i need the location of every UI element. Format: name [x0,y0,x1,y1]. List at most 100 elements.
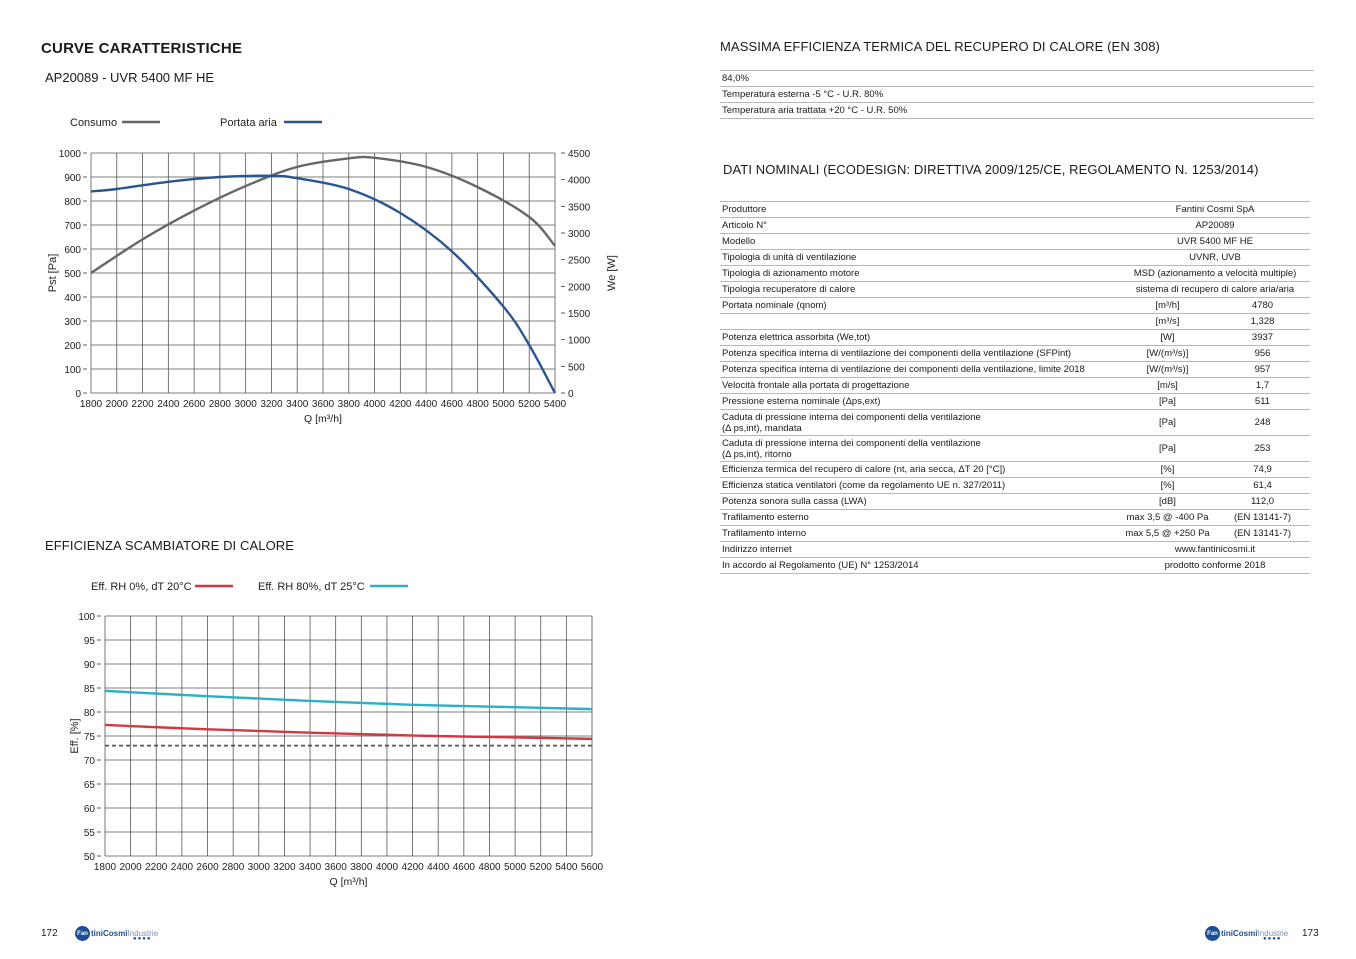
y-tick-label: 90 [84,660,96,671]
table-row: Articolo N° AP20089 [720,217,1310,234]
row-label: Modello [720,233,1120,250]
x-tick-label: 5400 [555,862,578,873]
brand-logo-left: Fan tiniCosmi Industrie ●●●● [75,926,159,942]
table-row: Potenza sonora sulla cassa (LWA) [dB] 112,… [720,493,1310,510]
y-tick-label: 500 [64,269,81,280]
table-cell: Temperatura esterna -5 °C - U.R. 80% [720,86,1314,103]
efficiency-chart: 1800 2000 2200 2400 2600 2800 3000 3200 3400 3600… [69,581,604,888]
logo-text: tiniCosmi [1221,929,1258,938]
y2-tick-label: 2000 [568,282,591,293]
row-unit: [%] [1120,477,1215,494]
table-row: Trafilamento esterno max 3,5 @ -400 Pa (EN… [720,509,1310,526]
table-row: Tipologia di unità di ventilazione UVNR, … [720,249,1310,266]
row-value: 1,7 [1215,377,1310,394]
y-tick-label: 900 [64,173,81,184]
table-row: Produttore Fantini Cosmi SpA [720,201,1310,218]
x-tick-label: 2600 [196,862,219,873]
logo-fan-icon: Fan [1205,926,1220,941]
x-tick-label: 5000 [492,399,515,410]
row-label: Produttore [720,201,1120,218]
x-tick-label: 4400 [415,399,438,410]
row-value: 3937 [1215,329,1310,346]
y2-axis-label: We [W] [606,255,618,291]
row-label: Efficienza statica ventilatori (come da … [720,477,1120,494]
row-label-line: Caduta di pressione interna dei componen… [722,411,981,423]
section-title-efficiency: MASSIMA EFFICIENZA TERMICA DEL RECUPERO … [720,39,1160,54]
y-tick-label: 100 [64,365,81,376]
y-tick-label: 65 [84,780,96,791]
row-label: Tipologia di azionamento motore [720,265,1120,282]
y-tick-label: 50 [84,852,96,863]
row-unit: [Pa] [1120,409,1215,436]
logo-dots: ●●●● [1263,936,1282,942]
x-tick-label: 4800 [467,399,490,410]
legend-label: Eff. RH 0%, dT 20°C [91,581,192,593]
logo-text: tiniCosmi [91,929,128,938]
x-tick-label: 2200 [145,862,168,873]
y-tick-label: 95 [84,636,96,647]
x-tick-label: 3200 [260,399,283,410]
y2-tick-label: 0 [568,389,574,400]
x-tick-label: 1800 [80,399,103,410]
table-row: Pressione esterna nominale (Δps,ext) [Pa]… [720,393,1310,410]
row-unit: [m³/h] [1120,297,1215,314]
row-label: Potenza specifica interna di ventilazion… [720,361,1120,378]
legend-label: Consumo [70,117,117,129]
row-value: UVR 5400 MF HE [1120,233,1310,250]
row-unit: [Pa] [1120,393,1215,410]
row-label: Tipologia di unità di ventilazione [720,249,1120,266]
row-value: 74,9 [1215,461,1310,478]
logo-text-industrie: Industrie [127,929,159,938]
y2-tick-label: 1500 [568,309,591,320]
y2-tick-label: 500 [568,362,585,373]
row-value: sistema di recupero di calore aria/aria [1120,281,1310,298]
row-label: Velocità frontale alla portata di proget… [720,377,1120,394]
y-tick-label: 1000 [59,149,82,160]
x-tick-label: 4600 [453,862,476,873]
y-tick-label: 55 [84,828,96,839]
table-row: Potenza elettrica assorbita (We,tot) [W] 3… [720,329,1310,346]
row-value: Fantini Cosmi SpA [1120,201,1310,218]
table-row: Trafilamento interno max 5,5 @ +250 Pa (EN… [720,525,1310,542]
y-axis-label: Eff. [%] [69,718,81,753]
table-row: Potenza specifica interna di ventilazion… [720,361,1310,378]
row-unit: [Pa] [1120,435,1215,462]
x-tick-label: 3000 [235,399,258,410]
row-unit: [dB] [1120,493,1215,510]
table-row: Tipologia recuperatore di calore sistema … [720,281,1310,298]
x-tick-label: 4200 [389,399,412,410]
row-unit: max 5,5 @ +250 Pa [1120,525,1215,542]
y-tick-label: 300 [64,317,81,328]
y2-tick-label: 4000 [568,176,591,187]
x-tick-label: 3600 [325,862,348,873]
x-tick-label: 4800 [478,862,501,873]
row-value: 957 [1215,361,1310,378]
y-tick-label: 400 [64,293,81,304]
row-label-line: (Δ ps,int), mandata [722,422,802,434]
row-value: 1,328 [1215,313,1310,330]
table-row: Velocità frontale alla portata di proget… [720,377,1310,394]
table-cell: Temperatura aria trattata +20 °C - U.R. … [720,102,1314,119]
page-title: CURVE CARATTERISTICHE [41,40,243,57]
table-cell: 84,0% [720,70,1314,87]
row-label: Efficienza termica del recupero di calor… [720,461,1120,478]
row-unit: [W] [1120,329,1215,346]
row-label: Portata nominale (qnom) [720,297,1120,314]
row-label: Trafilamento esterno [720,509,1120,526]
page-number-left: 172 [41,928,58,939]
x-axis-label: Q [m³/h] [330,876,368,888]
y-tick-label: 80 [84,708,96,719]
row-value: MSD (azionamento a velocità multiple) [1120,265,1310,282]
section-title-nominal-data: DATI NOMINALI (ECODESIGN: DIRETTIVA 2009… [723,162,1259,177]
row-unit: [m/s] [1120,377,1215,394]
row-value: www.fantinicosmi.it [1120,541,1310,558]
brand-logo-right: Fan tiniCosmi Industrie ●●●● [1205,926,1288,942]
table-row: Efficienza termica del recupero di calor… [720,461,1310,478]
table-row: 84,0% [720,70,1314,87]
row-label: Tipologia recuperatore di calore [720,281,1120,298]
y-tick-label: 800 [64,197,81,208]
y-tick-label: 70 [84,756,96,767]
legend-label: Eff. RH 80%, dT 25°C [258,581,365,593]
row-label-line: Caduta di pressione interna dei componen… [722,437,981,449]
row-label-line: (Δ ps,int), ritorno [722,448,792,460]
